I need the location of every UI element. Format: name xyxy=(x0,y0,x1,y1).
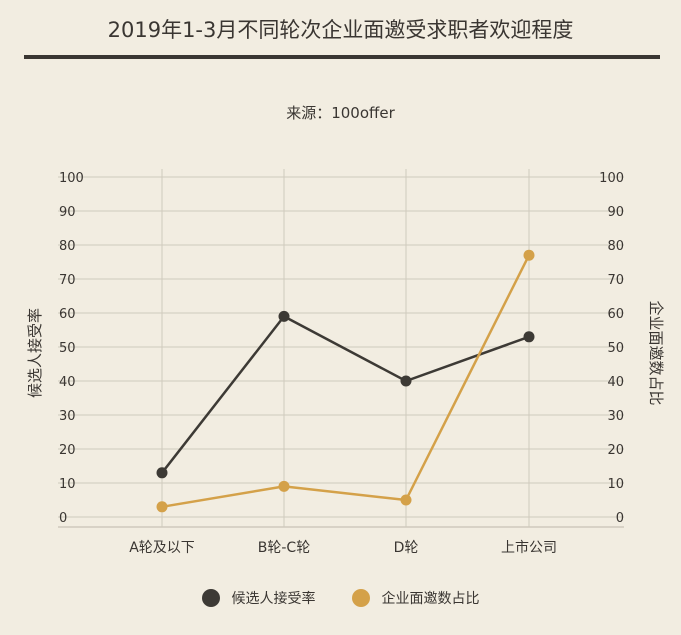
x-tick-label: D轮 xyxy=(394,540,419,556)
right-tick-label: 30 xyxy=(607,409,624,424)
x-tick-label: 上市公司 xyxy=(501,539,557,556)
series-line-0 xyxy=(161,315,530,474)
legend-label: 企业面邀数占比 xyxy=(381,591,480,607)
left-tick-label: 50 xyxy=(59,341,76,356)
legend-dot-icon xyxy=(201,589,220,607)
data-point-1-2 xyxy=(400,494,412,506)
left-tick-label: 60 xyxy=(59,307,76,322)
chart-title: 2019年1-3月不同轮次企业面邀受求职者欢迎程度 xyxy=(107,18,574,42)
data-point-0-2 xyxy=(400,375,412,387)
left-tick-label: 0 xyxy=(59,511,67,526)
right-tick-label: 10 xyxy=(607,477,624,492)
left-tick-label: 80 xyxy=(59,239,76,254)
data-point-0-3 xyxy=(523,331,535,343)
x-tick-label: B轮-C轮 xyxy=(258,540,310,556)
legend-item-invitation-share[interactable]: 企业面邀数占比 xyxy=(351,588,480,608)
left-axis-ticks: 0 10 20 30 40 50 60 70 80 90 100 xyxy=(59,171,84,526)
chart-grid xyxy=(58,169,624,528)
left-tick-label: 30 xyxy=(59,409,76,424)
x-tick-label: A轮及以下 xyxy=(129,540,195,556)
left-tick-label: 20 xyxy=(59,443,76,458)
right-axis-ticks: 0 10 20 30 40 50 60 70 80 90 100 xyxy=(599,171,624,526)
series-layer xyxy=(156,249,535,513)
right-tick-label: 50 xyxy=(607,341,624,356)
left-axis-label: 候选人接受率 xyxy=(26,308,44,398)
right-tick-label: 70 xyxy=(607,273,624,288)
right-tick-label: 60 xyxy=(607,307,624,322)
right-tick-label: 40 xyxy=(607,375,624,390)
left-tick-label: 90 xyxy=(59,205,76,220)
right-tick-label: 100 xyxy=(599,171,624,186)
left-tick-label: 10 xyxy=(59,477,76,492)
series-line-1 xyxy=(161,254,531,509)
right-tick-label: 0 xyxy=(616,511,624,526)
legend-label: 候选人接受率 xyxy=(231,591,316,607)
right-axis-label: 企业面邀数占比 xyxy=(647,300,665,405)
data-point-0-0 xyxy=(156,467,168,479)
data-point-0-1 xyxy=(278,310,290,322)
chart-source: 来源：100offer xyxy=(286,104,395,122)
data-point-1-3 xyxy=(523,249,535,261)
left-tick-label: 100 xyxy=(59,171,84,186)
x-axis-ticks: A轮及以下 B轮-C轮 D轮 上市公司 xyxy=(129,539,557,556)
left-tick-label: 40 xyxy=(59,375,76,390)
data-point-1-1 xyxy=(278,480,290,492)
right-tick-label: 80 xyxy=(607,239,624,254)
legend-dot-icon xyxy=(351,589,370,607)
chart-legend: 候选人接受率 企业面邀数占比 xyxy=(0,588,681,608)
title-divider xyxy=(24,55,660,59)
line-chart: 0 10 20 30 40 50 60 70 80 90 100 0 10 20 30 40 50 60 70 80… xyxy=(26,169,665,556)
right-tick-label: 20 xyxy=(607,443,624,458)
legend-item-acceptance[interactable]: 候选人接受率 xyxy=(201,588,316,608)
left-tick-label: 70 xyxy=(59,273,76,288)
right-tick-label: 90 xyxy=(607,205,624,220)
data-point-1-0 xyxy=(156,501,168,513)
